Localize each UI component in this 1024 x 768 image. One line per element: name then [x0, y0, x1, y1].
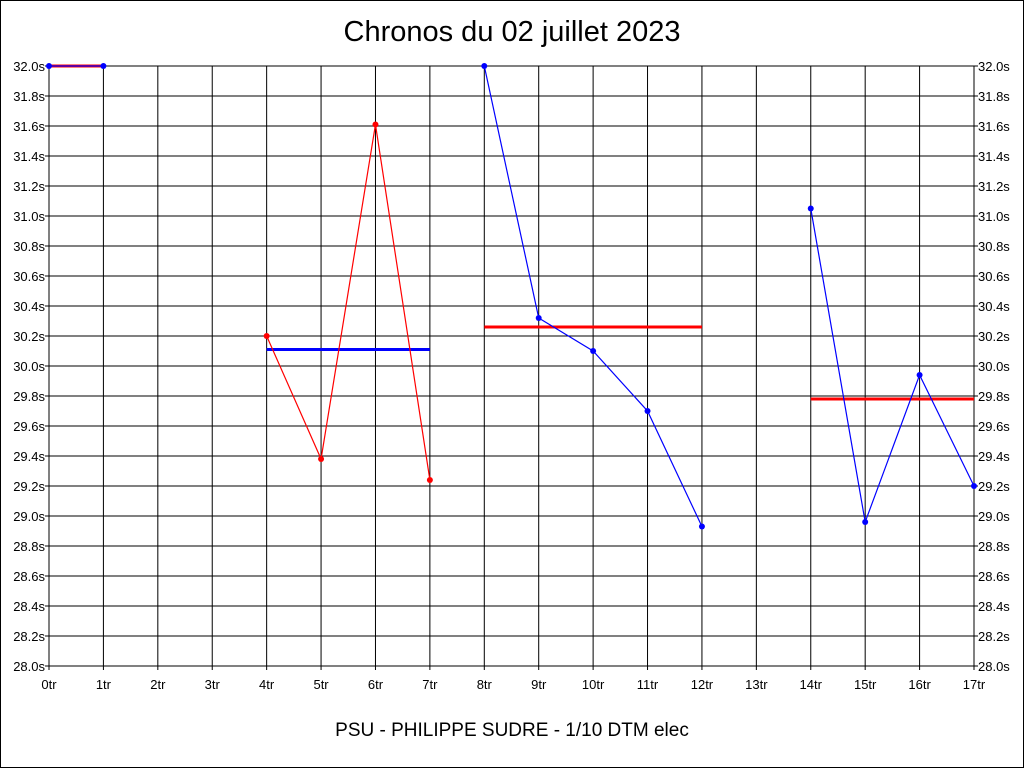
- y-tick-label-left: 29.0s: [13, 509, 45, 524]
- x-tick-label: 1tr: [96, 677, 112, 692]
- data-point: [481, 63, 488, 69]
- data-point: [916, 372, 923, 378]
- y-tick-label-right: 28.0s: [978, 659, 1010, 674]
- chart-subtitle: PSU - PHILIPPE SUDRE - 1/10 DTM elec: [335, 720, 689, 741]
- data-point: [372, 121, 379, 128]
- x-tick-label: 2tr: [150, 677, 166, 692]
- y-tick-label-left: 28.4s: [13, 599, 45, 614]
- y-tick-label-left: 28.8s: [13, 539, 45, 554]
- data-point: [644, 408, 651, 414]
- y-tick-label-right: 30.8s: [978, 239, 1010, 254]
- y-tick-label-left: 30.4s: [13, 299, 45, 314]
- y-tick-label-left: 28.6s: [13, 569, 45, 584]
- x-tick-label: 11tr: [637, 677, 659, 692]
- data-point: [46, 63, 52, 69]
- y-tick-label-left: 29.8s: [13, 389, 45, 404]
- x-tick-label: 17tr: [963, 677, 986, 692]
- data-point: [318, 456, 325, 462]
- y-tick-label-right: 29.8s: [978, 389, 1010, 404]
- y-tick-label-left: 32.0s: [13, 59, 45, 74]
- series-line: [810, 208, 975, 525]
- y-tick-label-right: 30.0s: [978, 359, 1010, 374]
- y-tick-label-left: 29.4s: [13, 449, 45, 464]
- y-tick-label-left: 29.6s: [13, 419, 45, 434]
- grid: [45, 65, 978, 670]
- y-tick-label-left: 28.2s: [13, 629, 45, 644]
- y-tick-label-left: 31.0s: [13, 209, 45, 224]
- y-tick-label-right: 29.0s: [978, 509, 1010, 524]
- y-tick-label-right: 30.4s: [978, 299, 1010, 314]
- y-tick-label-right: 29.6s: [978, 419, 1010, 434]
- y-tick-label-left: 30.6s: [13, 269, 45, 284]
- data-point: [263, 333, 270, 339]
- x-tick-label: 9tr: [531, 677, 547, 692]
- lap-series: [46, 63, 977, 530]
- y-tick-label-right: 31.8s: [978, 89, 1010, 104]
- data-point: [698, 523, 705, 530]
- y-tick-label-right: 28.4s: [978, 599, 1010, 614]
- y-tick-label-right: 31.2s: [978, 179, 1010, 194]
- y-tick-label-right: 31.0s: [978, 209, 1010, 224]
- data-point: [807, 205, 814, 212]
- y-tick-label-left: 30.8s: [13, 239, 45, 254]
- y-tick-label-left: 30.0s: [13, 359, 45, 374]
- data-point: [426, 477, 433, 483]
- y-tick-labels-left: 32.0s 31.8s 31.6s 31.4s 31.2s 31.0s 30.8s 30.6s…: [13, 59, 45, 674]
- data-point: [100, 63, 107, 69]
- x-tick-label: 8tr: [477, 677, 493, 692]
- y-tick-label-right: 28.6s: [978, 569, 1010, 584]
- x-tick-label: 14tr: [800, 677, 823, 692]
- x-tick-label: 10tr: [582, 677, 605, 692]
- chart-title: Chronos du 02 juillet 2023: [343, 16, 681, 48]
- x-tick-label: 6tr: [368, 677, 384, 692]
- y-tick-label-right: 31.4s: [978, 149, 1010, 164]
- y-tick-labels-right: 32.0s 31.8s 31.6s 31.4s 31.2s 31.0s 30.8s 30.6s…: [978, 59, 1010, 674]
- x-tick-label: 16tr: [908, 677, 931, 692]
- x-tick-label: 15tr: [854, 677, 877, 692]
- x-tick-label: 0tr: [41, 677, 57, 692]
- y-tick-label-left: 29.2s: [13, 479, 45, 494]
- x-tick-label: 5tr: [313, 677, 329, 692]
- data-point: [971, 483, 977, 489]
- y-tick-label-right: 29.2s: [978, 479, 1010, 494]
- y-tick-label-left: 28.0s: [13, 659, 45, 674]
- y-tick-label-right: 30.2s: [978, 329, 1010, 344]
- y-tick-label-right: 32.0s: [978, 59, 1010, 74]
- x-tick-label: 7tr: [422, 677, 438, 692]
- y-tick-label-right: 28.2s: [978, 629, 1010, 644]
- series-line: [266, 124, 431, 481]
- y-tick-label-left: 30.2s: [13, 329, 45, 344]
- y-tick-label-right: 31.6s: [978, 119, 1010, 134]
- y-tick-label-left: 31.4s: [13, 149, 45, 164]
- x-tick-label: 3tr: [205, 677, 221, 692]
- plot-border: [48, 65, 975, 667]
- data-point: [590, 348, 597, 354]
- x-tick-label: 4tr: [259, 677, 275, 692]
- y-tick-label-right: 30.6s: [978, 269, 1010, 284]
- y-tick-label-right: 28.8s: [978, 539, 1010, 554]
- y-tick-label-right: 29.4s: [978, 449, 1010, 464]
- data-point: [862, 519, 869, 525]
- y-tick-label-left: 31.6s: [13, 119, 45, 134]
- x-tick-labels: 0tr 1tr 2tr 3tr 4tr 5tr 6tr 7tr 8tr 9tr 10tr 11tr 12…: [41, 677, 985, 692]
- x-tick-label: 13tr: [745, 677, 768, 692]
- x-tick-label: 12tr: [691, 677, 714, 692]
- data-point: [535, 315, 542, 321]
- y-tick-label-left: 31.8s: [13, 89, 45, 104]
- y-tick-label-left: 31.2s: [13, 179, 45, 194]
